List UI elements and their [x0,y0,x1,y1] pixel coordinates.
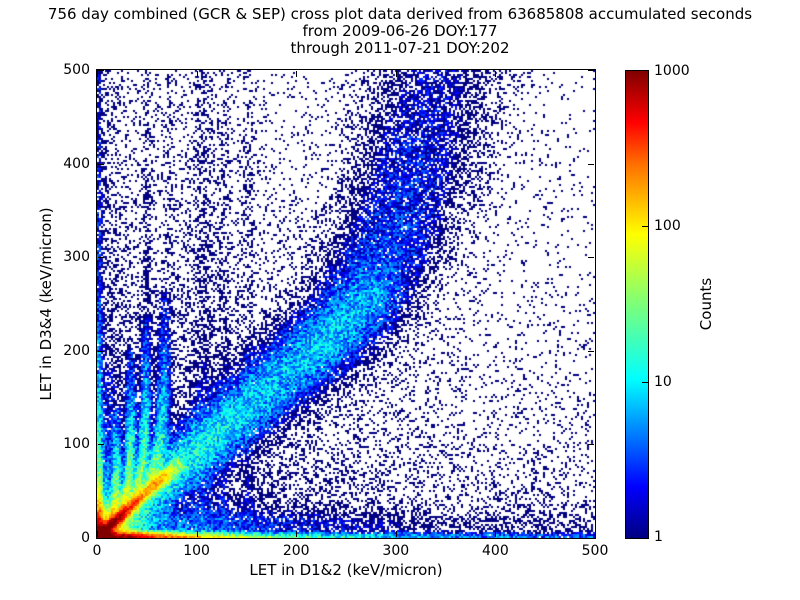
y-tick-mark [98,257,104,258]
figure-title-line-2: from 2009-06-26 DOY:177 [302,22,498,40]
x-tick-label: 100 [183,543,210,559]
y-tick-mark [588,164,594,165]
x-tick-mark [595,531,596,537]
x-tick-label: 500 [581,543,609,559]
y-tick-label: 200 [63,342,90,359]
x-tick-label: 300 [382,543,410,559]
x-tick-mark [97,71,98,77]
x-tick-mark [296,71,297,77]
y-tick-mark [588,70,594,71]
x-tick-label: 0 [92,543,102,559]
figure-title-line-1: 756 day combined (GCR & SEP) cross plot … [47,5,753,23]
y-tick-label: 400 [63,155,90,172]
x-tick-mark [197,531,198,537]
colorbar-tick-mark [642,226,648,227]
y-tick-label: 100 [63,436,90,453]
colorbar-tick-label: 1000 [654,63,690,79]
x-tick-label: 200 [282,543,310,559]
x-tick-mark [197,71,198,77]
colorbar-tick-label: 10 [654,373,672,390]
x-tick-mark [495,71,496,77]
y-tick-mark [588,351,594,352]
y-tick-label: 500 [63,62,90,78]
plot-area [96,69,596,539]
x-tick-mark [396,71,397,77]
y-tick-mark [98,538,104,539]
y-tick-mark [588,257,594,258]
y-tick-mark [98,164,104,165]
x-tick-mark [296,531,297,537]
x-tick-label: 400 [482,543,509,559]
colorbar-tick-label: 100 [654,218,681,235]
x-tick-mark [396,531,397,537]
density-scatter-canvas [97,70,595,538]
x-axis-label: LET in D1&2 (keV/micron) [249,561,443,579]
colorbar-tick-mark [642,382,648,383]
colorbar-label: Counts [697,277,715,331]
y-tick-mark [588,538,594,539]
y-tick-mark [588,444,594,445]
y-tick-mark [98,351,104,352]
y-tick-label: 300 [63,249,90,266]
x-tick-mark [595,71,596,77]
colorbar [625,70,649,539]
y-tick-mark [98,70,104,71]
colorbar-tick-label: 1 [654,529,663,545]
y-axis-label: LET in D3&4 (keV/micron) [37,207,55,401]
x-tick-mark [97,531,98,537]
y-tick-label: 0 [81,530,90,546]
x-tick-mark [495,531,496,537]
figure-title-line-3: through 2011-07-21 DOY:202 [290,39,510,57]
y-tick-mark [98,444,104,445]
